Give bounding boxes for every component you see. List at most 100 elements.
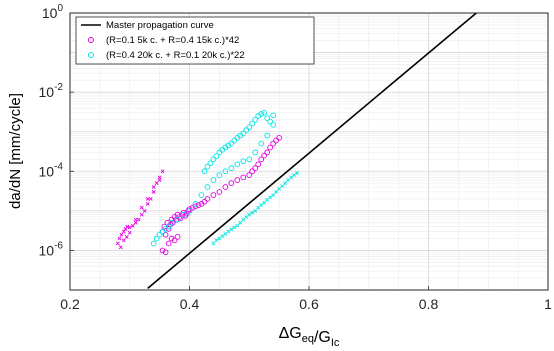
data-point-cross-series-3 <box>117 236 122 241</box>
data-point-cross-series-4 <box>211 241 216 246</box>
data-point-series-1 <box>276 134 282 141</box>
data-point-cross-series-4 <box>271 193 276 198</box>
data-point-series-2 <box>192 201 199 207</box>
data-point-cross-series-3 <box>157 178 162 182</box>
data-point-series-1 <box>183 210 190 217</box>
y-tick-label: 10-4 <box>39 161 64 179</box>
data-point-cross-series-4 <box>223 232 228 236</box>
legend-entry-master-curve: Master propagation curve <box>106 20 214 31</box>
data-point-series-2 <box>180 211 187 218</box>
data-point-series-2 <box>216 172 223 178</box>
data-point-cross-series-4 <box>268 195 273 200</box>
data-point-series-2 <box>168 219 175 226</box>
data-point-series-1 <box>228 180 235 187</box>
data-point-series-2 <box>261 109 268 116</box>
data-point-series-1 <box>258 156 265 163</box>
data-point-series-2 <box>210 177 217 183</box>
data-point-cross-series-4 <box>259 203 264 207</box>
data-point-cross-series-3 <box>121 229 126 234</box>
data-point-series-2 <box>225 142 232 149</box>
data-point-cross-series-4 <box>277 186 282 191</box>
x-axis-label: ΔGeq/GIc <box>279 325 340 349</box>
legend-box <box>75 16 315 65</box>
data-point-series-2 <box>156 231 163 238</box>
data-point-cross-series-3 <box>142 208 147 213</box>
data-point-series-1 <box>234 177 241 183</box>
data-point-cross-series-4 <box>217 236 222 241</box>
data-point-cross-series-3 <box>130 223 135 228</box>
data-point-series-2 <box>198 192 205 198</box>
data-point-series-2 <box>240 158 247 165</box>
x-tick-label: 0.6 <box>299 296 319 312</box>
data-point-series-2 <box>264 115 271 122</box>
data-point-cross-series-4 <box>262 200 267 205</box>
data-point-series-2 <box>207 160 214 167</box>
data-point-cross-series-4 <box>250 210 255 215</box>
y-axis-label: da/dN [mm/cycle] <box>7 93 24 209</box>
data-point-cross-series-3 <box>151 185 156 189</box>
x-tick-label: 0.8 <box>419 296 439 312</box>
data-point-series-1 <box>246 172 253 178</box>
data-point-series-2 <box>234 161 241 168</box>
x-axis-ticks: 0.2 0.4 0.6 0.8 1 <box>60 286 552 312</box>
data-point-series-2 <box>228 140 235 147</box>
data-point-cross-series-3 <box>136 217 141 222</box>
data-point-cross-series-4 <box>292 173 296 178</box>
data-point-series-1 <box>189 204 196 211</box>
data-point-cross-series-4 <box>235 223 240 228</box>
data-point-cross-series-4 <box>274 190 279 194</box>
data-point-series-1 <box>222 184 229 190</box>
data-point-series-1 <box>249 168 256 175</box>
data-point-cross-series-4 <box>238 220 243 225</box>
y-tick-label: 10-6 <box>39 240 64 258</box>
data-point-series-2 <box>153 235 160 242</box>
data-point-series-2 <box>246 124 253 131</box>
legend-entry-series-2: (R=0.4 20k c. + R=0.1 20k c.)*22 <box>106 50 245 61</box>
data-point-cross-series-3 <box>121 238 126 243</box>
legend-marker-series-2 <box>88 52 94 58</box>
data-point-series-1 <box>164 219 171 226</box>
data-point-series-1 <box>264 149 271 156</box>
data-point-cross-series-3 <box>145 201 150 206</box>
data-point-series-1 <box>195 202 202 208</box>
data-point-series-2 <box>252 149 259 156</box>
data-point-series-2 <box>252 116 259 123</box>
data-point-cross-series-4 <box>214 238 219 243</box>
data-point-series-1 <box>159 247 166 254</box>
data-point-cross-series-3 <box>127 225 132 230</box>
data-point-series-1 <box>168 235 175 242</box>
data-point-cross-series-3 <box>139 205 144 210</box>
data-point-cross-series-4 <box>226 229 231 234</box>
data-point-cross-series-3 <box>145 197 150 201</box>
data-point-series-2 <box>243 127 250 133</box>
data-point-series-1 <box>252 165 259 172</box>
data-point-cross-series-4 <box>244 215 249 219</box>
data-point-cross-series-4 <box>289 175 293 180</box>
data-point-cross-series-3 <box>160 169 165 174</box>
data-point-series-2 <box>258 111 265 117</box>
data-point-series-2 <box>249 120 256 127</box>
data-point-cross-series-4 <box>280 184 285 189</box>
data-point-series-1 <box>216 189 223 195</box>
data-point-cross-series-4 <box>256 205 261 210</box>
data-point-series-1 <box>255 161 262 168</box>
data-point-series-2 <box>213 153 220 160</box>
x-tick-label: 1 <box>544 296 552 312</box>
data-point-cross-series-4 <box>232 225 237 230</box>
data-point-cross-series-3 <box>148 197 153 201</box>
data-point-series-1 <box>180 209 187 216</box>
data-point-series-1 <box>165 240 172 247</box>
data-point-cross-series-4 <box>247 212 252 217</box>
data-point-cross-series-4 <box>229 227 234 232</box>
data-point-series-1 <box>162 231 169 238</box>
data-point-series-1 <box>267 144 274 151</box>
data-point-cross-series-4 <box>283 181 288 186</box>
y-axis-ticks: 10-6 10-4 10-2 100 <box>39 3 74 258</box>
y-tick-label: 10-2 <box>39 82 64 100</box>
data-point-series-2 <box>240 130 247 137</box>
data-point-cross-series-3 <box>127 230 132 235</box>
data-point-cross-series-3 <box>119 232 124 237</box>
data-point-series-1 <box>204 196 211 202</box>
data-point-series-1 <box>261 152 268 159</box>
